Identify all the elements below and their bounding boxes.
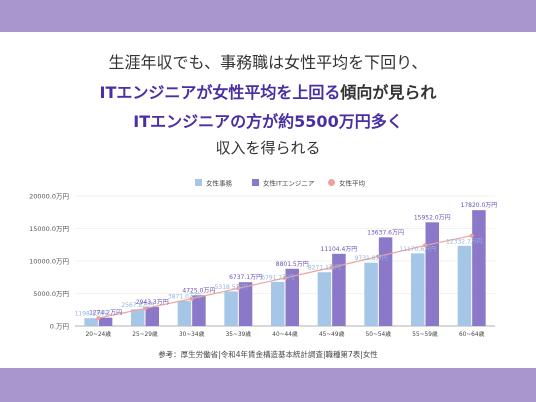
x-tick-label-5: 40~44歳 <box>272 330 298 338</box>
bar-it-3 <box>192 295 206 326</box>
label-office-3: 3871.0万円 <box>168 293 201 300</box>
avg-point-9 <box>469 233 474 238</box>
x-tick-label-7: 50~54歳 <box>366 330 392 338</box>
y-tick-label-3: 15000.0万円 <box>29 225 69 233</box>
label-it-5: 8801.5万円 <box>276 261 309 268</box>
bar-office-2 <box>131 309 145 326</box>
label-it-2: 2943.3万円 <box>136 299 169 306</box>
avg-point-8 <box>423 243 427 248</box>
y-tick-label-1: 5000.0万円 <box>33 290 69 298</box>
x-tick-label-4: 35~39歳 <box>226 330 252 338</box>
avg-point-5 <box>283 275 287 280</box>
label-office-5: 6791.2万円 <box>261 274 294 281</box>
bar-office-8 <box>411 253 425 326</box>
label-it-8: 15952.0万円 <box>414 214 451 221</box>
income-chart: 女性事務 女性ITエンジニア 女性平均 0.万円 5000.0万円 10000.0万円 15… <box>29 179 498 339</box>
x-tick-label-8: 55~59歳 <box>412 330 438 338</box>
legend-swatch-2 <box>252 179 259 186</box>
x-tick-label-3: 30~34歳 <box>179 330 205 338</box>
bar-office-5 <box>271 281 285 326</box>
bar-office-3 <box>177 300 192 326</box>
bar-it-4 <box>238 282 253 326</box>
label-office-6: 8271.1万円 <box>308 265 341 272</box>
source-note: 参考：厚生労働省|令和4年賃金構造基本統計調査|職種第7表|女性 <box>158 350 378 359</box>
label-it-6: 11104.4万円 <box>321 246 358 253</box>
legend-swatch-1 <box>195 179 202 186</box>
label-office-4: 5318.5万円 <box>215 284 248 291</box>
bar-it-7 <box>378 237 393 326</box>
legend-swatch-3 <box>328 179 335 186</box>
bar-office-6 <box>317 272 332 326</box>
label-it-1: 1274.2万円 <box>89 310 122 317</box>
headline-line-2: ITエンジニアが女性平均を上回る傾向が見られ <box>0 79 536 103</box>
bar-office-9 <box>457 245 472 326</box>
x-tick-label-2: 25~29歳 <box>132 330 158 338</box>
label-office-2: 2567.8万円 <box>121 302 154 309</box>
bar-it-2 <box>145 306 159 326</box>
legend-label-2: 女性ITエンジニア <box>263 179 315 188</box>
bar-office-4 <box>224 291 238 326</box>
avg-point-6 <box>329 265 334 270</box>
x-tick-label-9: 60~64歳 <box>459 330 485 338</box>
headline-line-2-rest: 傾向が見られ <box>340 83 437 102</box>
avg-point-3 <box>189 296 194 301</box>
label-it-9: 17820.0万円 <box>461 202 498 209</box>
headline-highlight: ITエンジニアが女性平均を上回る <box>99 83 341 102</box>
bar-it-8 <box>425 222 439 326</box>
headline-line-4: 収入を得られる <box>215 139 321 157</box>
bar-it-1 <box>98 317 113 326</box>
label-office-7: 9731.8万円 <box>355 255 388 262</box>
label-office-1: 1198.1万円 <box>75 311 108 318</box>
label-office-8: 11170.6万円 <box>399 246 436 253</box>
top-band <box>0 0 536 32</box>
avg-point-1 <box>96 316 101 321</box>
bar-it-6 <box>332 253 346 326</box>
headline-line-1: 生涯年収でも、事務職は女性平均を下回り、 <box>108 53 428 72</box>
label-office-9: 12332.7万円 <box>446 238 483 245</box>
y-tick-label-2: 10000.0万円 <box>29 258 69 266</box>
bar-office-1 <box>84 318 98 326</box>
avg-point-2 <box>143 306 147 311</box>
bar-it-9 <box>472 210 486 326</box>
label-it-7: 13637.6万円 <box>367 229 404 236</box>
y-tick-label-0: 0.万円 <box>50 323 69 331</box>
bottom-band <box>0 368 536 402</box>
x-tick-label-6: 45~49歳 <box>319 330 345 338</box>
bar-office-7 <box>364 262 378 326</box>
headline-line-3: ITエンジニアの方が約5500万円多く <box>133 112 403 131</box>
label-it-3: 4725.0万円 <box>182 287 215 294</box>
avg-point-7 <box>376 254 381 259</box>
legend-label-3: 女性平均 <box>339 179 366 188</box>
bar-it-5 <box>285 268 299 326</box>
x-tick-label-1: 20~24歳 <box>86 330 112 338</box>
y-tick-label-4: 20000.0万円 <box>29 193 69 201</box>
label-it-4: 6737.1万円 <box>229 274 262 281</box>
avg-point-4 <box>236 286 241 291</box>
legend-label-1: 女性事務 <box>206 179 233 188</box>
